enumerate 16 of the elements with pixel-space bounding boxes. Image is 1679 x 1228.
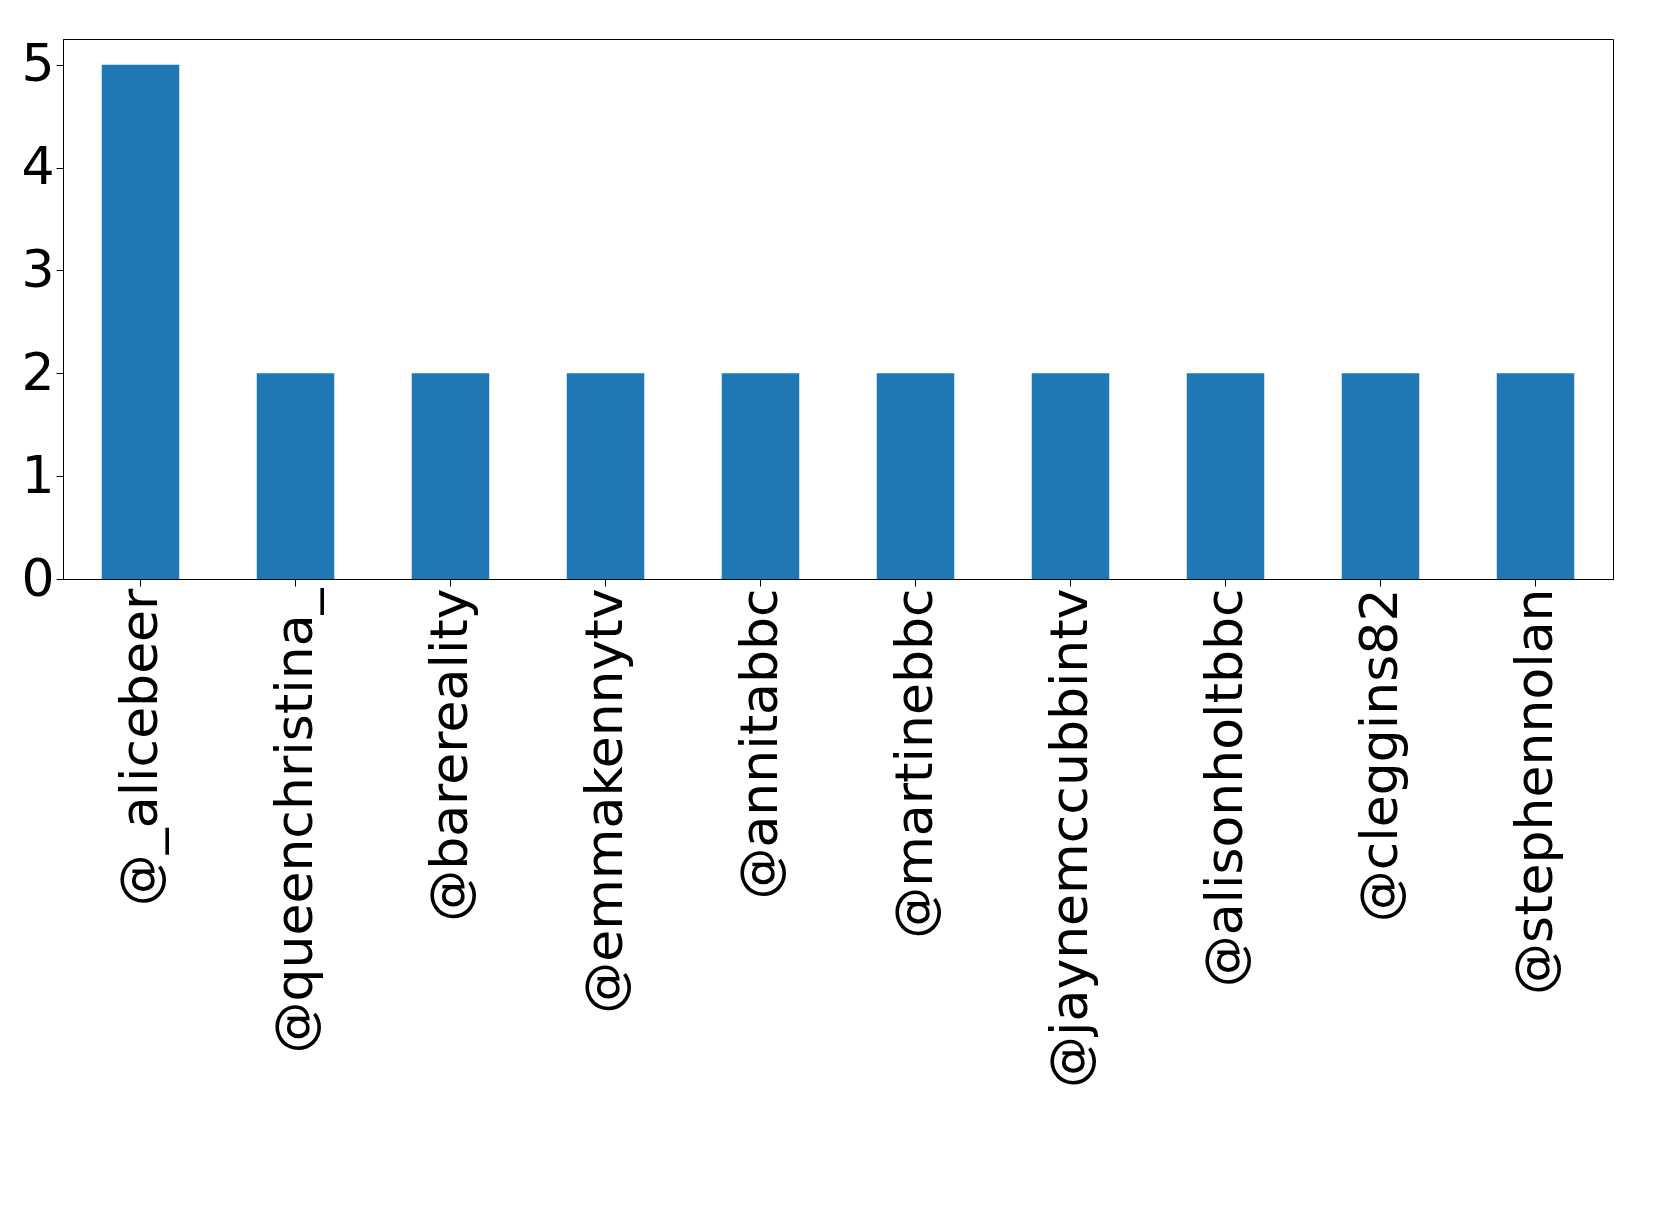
y-tick-label: 3 xyxy=(21,238,55,299)
x-tick-label: @alisonholtbbc xyxy=(1193,588,1254,988)
x-tick-label: @cleggins82 xyxy=(1348,588,1409,923)
x-tick-label: @emmakennytv xyxy=(573,588,634,1014)
x-tick-label: @stephennolan xyxy=(1503,588,1564,995)
y-tick-label: 1 xyxy=(21,444,55,505)
y-tick-label: 2 xyxy=(21,341,55,402)
x-tick-label: @queenchristina_ xyxy=(263,587,324,1054)
x-tick-label: @annitabbc xyxy=(728,588,789,900)
y-tick-label: 0 xyxy=(21,547,55,608)
y-tick-label: 5 xyxy=(21,33,55,94)
x-tick-label: @martinebbc xyxy=(883,588,944,939)
x-tick-label: @jaynemccubbintv xyxy=(1038,588,1099,1088)
x-tick-label: @barereality xyxy=(418,588,479,922)
y-tick-label: 4 xyxy=(21,136,55,197)
x-tick-label: @_alicebeer xyxy=(108,587,169,907)
